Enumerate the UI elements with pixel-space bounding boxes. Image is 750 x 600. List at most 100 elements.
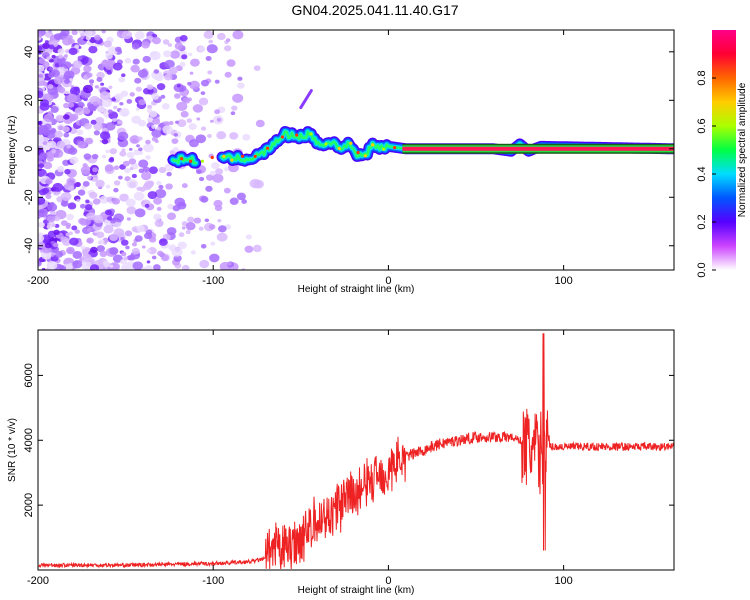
spectrogram-noise-blob (100, 82, 105, 86)
spectrogram-noise-blob (99, 91, 111, 100)
spectrogram-noise-blob (126, 206, 137, 215)
spectrogram-noise-blob (126, 99, 133, 104)
spectrogram-noise-blob (82, 180, 90, 187)
spectrogram-noise-blob (56, 165, 65, 173)
colorbar-tick-label: 0.4 (696, 166, 708, 181)
spectrogram-noise-blob (171, 138, 179, 145)
chart-title: GN04.2025.041.11.40.G17 (291, 2, 459, 18)
spectrogram-noise-blob (181, 183, 188, 189)
spectrogram-hot-spot (349, 141, 353, 145)
spectrogram-noise-blob (62, 37, 73, 46)
spectrogram-noise-blob (153, 197, 163, 205)
spectrogram-noise-blob (92, 198, 101, 205)
snr-frame (37, 329, 675, 571)
spectrogram-noise-blob (113, 180, 121, 186)
spectrogram-noise-blob (72, 260, 83, 269)
spectrogram-noise-blob (156, 83, 166, 91)
spectrogram-noise-blob (119, 150, 127, 157)
spectrogram-noise-blob (44, 242, 52, 249)
spectrogram-noise-blob (223, 187, 231, 194)
spectrogram-noise-blob (50, 253, 55, 257)
spectrogram-noise-blob (209, 253, 220, 263)
spectrogram-y-tick-label: 0 (23, 146, 35, 152)
spectrogram-noise-blob (229, 132, 239, 140)
spectrogram-noise-blob (212, 173, 224, 183)
spectrogram-noise-blob (51, 223, 56, 228)
spectrogram-noise-blob (205, 55, 212, 62)
spectrogram-noise-blob (207, 70, 213, 75)
spectrogram-noise-blob (42, 42, 50, 50)
spectrogram-noise-blob (245, 234, 253, 240)
spectrogram-noise-blob (41, 234, 52, 243)
spectrogram-noise-blob (237, 82, 245, 89)
spectrogram-noise-blob (173, 93, 181, 99)
spectrogram-noise-blob (91, 153, 99, 160)
spectrogram-noise-blob (94, 85, 99, 89)
spectrogram-noise-blob (82, 107, 91, 115)
spectrogram-noise-blob (189, 71, 194, 75)
spectrogram-noise-blob (113, 187, 119, 193)
spectrogram-noise-blob (180, 202, 186, 207)
spectrogram-noise-blob (164, 163, 174, 172)
spectrogram-noise-blob (84, 204, 93, 211)
spectrogram-noise-blob (76, 199, 81, 203)
spectrogram-noise-blob (160, 94, 166, 99)
spectrogram-hot-spot (253, 154, 257, 159)
spectrogram-noise-blob (146, 260, 151, 264)
spectrogram-noise-blob (54, 33, 63, 41)
spectrogram-noise-blob (54, 223, 60, 228)
spectrogram-noise-blob (43, 113, 54, 123)
spectrogram-noise-blob (86, 72, 93, 78)
spectrogram-ridge (167, 89, 674, 169)
spectrogram-noise-blob (158, 166, 167, 174)
spectrogram-noise-blob (92, 101, 99, 107)
spectrogram-noise-blob (241, 199, 248, 204)
spectrogram-noise-blob (242, 133, 251, 141)
spectrogram-noise-blob (63, 132, 70, 138)
spectrogram-noise-blob (148, 166, 158, 174)
spectrogram-noise-blob (237, 76, 243, 81)
spectrogram-noise-blob (85, 35, 92, 41)
spectrogram-noise-blob (117, 175, 123, 180)
spectrogram-noise-blob (120, 258, 128, 265)
spectrogram-noise-blob (120, 237, 125, 241)
spectrogram-y-axis-label: Frequency (Hz) (7, 116, 18, 185)
spectrogram-noise-blob (225, 38, 231, 43)
spectrogram-noise-blob (86, 237, 94, 244)
spectrogram-hot-spot (337, 146, 341, 151)
spectrogram-noise-blob (208, 39, 214, 44)
spectrogram-noise-blob (172, 204, 181, 212)
spectrogram-noise-blob (211, 162, 220, 170)
spectrogram-noise-blob (190, 250, 196, 255)
spectrogram-noise-blob (189, 139, 199, 148)
spectrogram-noise-blob (93, 130, 100, 136)
spectrogram-noise-blob (74, 44, 80, 49)
spectrogram-noise-blob (77, 101, 85, 108)
spectrogram-noise-blob (147, 104, 153, 110)
spectrogram-noise-blob (149, 110, 158, 118)
spectrogram-noise-blob (189, 80, 200, 90)
spectrogram-noise-blob (83, 30, 93, 37)
spectrogram-noise-blob (137, 136, 143, 141)
spectrogram-noise-blob (101, 98, 112, 108)
spectrogram-noise-blob (80, 35, 85, 40)
spectrogram-noise-blob (56, 140, 66, 149)
spectrogram-noise-blob (53, 215, 61, 222)
spectrogram-noise-blob (207, 133, 212, 138)
spectrogram-noise-blob (96, 105, 106, 113)
spectrogram-noise-blob (158, 238, 168, 246)
spectrogram-hot-spot (265, 146, 270, 150)
spectrogram-noise-blob (41, 187, 50, 194)
spectrogram-noise-blob (198, 97, 209, 106)
spectrogram-noise-blob (151, 125, 156, 129)
spectrogram-noise-blob (151, 70, 163, 80)
spectrogram-noise-blob (94, 43, 100, 48)
spectrogram-noise-blob (135, 86, 142, 92)
spectrogram-noise-blob (136, 144, 140, 148)
spectrogram-noise-blob (60, 192, 72, 202)
spectrogram-noise-blob (192, 104, 204, 113)
spectrogram-noise-blob (65, 222, 72, 228)
spectrogram-noise-blob (120, 251, 127, 257)
spectrogram-noise-blob (86, 227, 92, 232)
spectrogram-noise-blob (79, 203, 86, 209)
